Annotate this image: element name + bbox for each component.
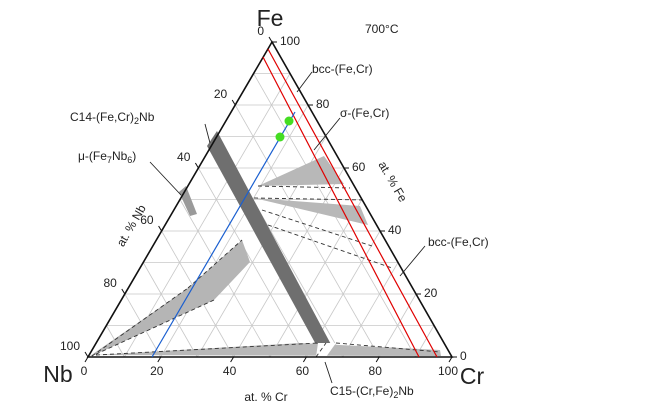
label-part: C14-(Fe,Cr) [70, 110, 134, 124]
phase-label: σ-(Fe,Cr) [340, 106, 389, 120]
cr-tick-label: 80 [369, 364, 383, 378]
phase-region [179, 186, 197, 216]
label-part: ) [132, 149, 136, 163]
vertex-label: Cr [460, 363, 485, 389]
label-sub: 7 [107, 155, 112, 165]
nb-tick-label: 60 [140, 213, 154, 227]
temperature: 700°C [365, 22, 399, 36]
tick-mark [302, 356, 307, 363]
cr-tick-label: 100 [438, 364, 458, 378]
tick-mark [231, 99, 236, 106]
sigma-region [258, 156, 344, 186]
cr-tick-label: 0 [81, 364, 88, 378]
fe-tick-label: 100 [280, 34, 300, 48]
cr-tick-label: 60 [296, 364, 310, 378]
tick-mark [230, 356, 235, 363]
phase-label: μ-(Fe7Nb6) [78, 149, 136, 165]
tick-mark [157, 356, 162, 363]
cr-tick-label: 40 [223, 364, 237, 378]
label-part: Nb [112, 149, 128, 163]
axis-label: at. % Fe [375, 159, 410, 205]
cr-tick-label: 20 [150, 364, 164, 378]
red-line [262, 56, 420, 358]
tick-mark [268, 36, 273, 43]
callout-lines [149, 71, 426, 384]
fe-tick-label: 0 [460, 349, 467, 363]
label-part: Nb [398, 384, 414, 398]
axis-label: at. % Cr [244, 390, 287, 404]
c15-region [316, 343, 336, 357]
fe-tick-label: 60 [352, 160, 366, 174]
nb-tick-label: 80 [103, 276, 117, 290]
vertex-label: Fe [257, 5, 284, 31]
tick-mark [121, 288, 126, 295]
label-sub: 6 [127, 155, 132, 165]
fe-tick-label: 20 [424, 286, 438, 300]
phase-label: bcc-(Fe,Cr) [428, 235, 489, 249]
blue-line [151, 111, 296, 358]
grid-line [342, 262, 399, 358]
grid-line [269, 199, 363, 358]
phase-label: C15-(Cr,Fe)2Nb [330, 384, 414, 400]
green-point [275, 132, 285, 142]
tick-mark [194, 162, 199, 169]
grid-line [160, 104, 309, 358]
tick-mark [448, 356, 453, 363]
grid-line [234, 104, 380, 358]
red-line [267, 48, 438, 358]
c14-region [207, 131, 334, 350]
label-sub: 2 [393, 390, 398, 400]
tick-mark [158, 225, 163, 232]
phase-label: C14-(Fe,Cr)2Nb [70, 110, 155, 126]
phase-region [96, 343, 441, 356]
tick-mark [375, 356, 380, 363]
tick-mark [84, 356, 89, 363]
nb-tick-label: 20 [214, 87, 228, 101]
tie-lines [91, 185, 441, 358]
triangle-frame [86, 40, 454, 358]
nb-tick-label: 100 [60, 339, 80, 353]
label-sub: 2 [134, 116, 139, 126]
grid-line [124, 73, 291, 358]
label-part: Nb [139, 110, 155, 124]
tick-mark [84, 351, 89, 358]
fe-tick-label: 40 [388, 223, 402, 237]
nb-tick-label: 0 [257, 24, 264, 38]
green-point [284, 116, 294, 126]
label-part: C15-(Cr,Fe) [330, 384, 393, 398]
vertex-label: Nb [43, 361, 72, 387]
nb-tick-label: 40 [177, 150, 191, 164]
sigma-region [254, 198, 368, 225]
label-part: μ-(Fe [78, 149, 107, 163]
phase-label: bcc-(Fe,Cr) [312, 62, 373, 76]
fe-tick-label: 80 [316, 97, 330, 111]
